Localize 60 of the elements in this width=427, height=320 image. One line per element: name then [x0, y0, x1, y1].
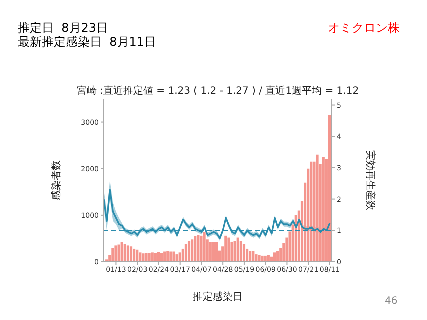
bar — [236, 238, 240, 262]
bar — [157, 252, 160, 262]
bar — [133, 248, 136, 262]
bar — [139, 252, 142, 262]
bar — [273, 252, 276, 262]
bar — [228, 238, 230, 262]
bar — [178, 252, 182, 262]
text: オミクロン株 — [328, 20, 400, 37]
bar — [145, 253, 148, 262]
bar — [249, 251, 252, 262]
bar — [191, 240, 194, 262]
bar — [126, 246, 130, 262]
bar — [328, 115, 332, 262]
bar — [182, 248, 184, 262]
line-series — [104, 189, 331, 240]
bar — [112, 248, 114, 262]
bar — [224, 236, 228, 262]
bar — [176, 254, 178, 262]
bar — [203, 232, 206, 262]
bar — [148, 253, 151, 262]
bar — [322, 157, 325, 262]
text: 推定日 8月23日 — [18, 20, 109, 36]
bar — [212, 242, 215, 262]
bar — [240, 242, 242, 262]
bar — [188, 241, 191, 262]
bar — [114, 246, 118, 262]
text: 最新推定感染日 8月11日 — [18, 34, 157, 51]
bar — [120, 242, 124, 262]
bar — [136, 250, 139, 262]
bar — [230, 242, 234, 262]
text: 46 — [385, 296, 398, 307]
y2-axis-title: 実効再生産数 — [364, 150, 376, 210]
bar — [194, 236, 197, 262]
bar — [255, 254, 258, 262]
bar — [166, 251, 170, 262]
bar — [258, 255, 261, 262]
bar — [160, 253, 164, 262]
bar — [130, 246, 133, 262]
bar — [170, 252, 172, 262]
bar — [172, 252, 176, 262]
bar — [246, 248, 249, 262]
x-axis-title: 推定感染日 — [193, 291, 243, 303]
bar — [215, 242, 218, 262]
y-axis-title: 感染者数 — [50, 160, 63, 200]
bar — [252, 251, 255, 262]
bar — [154, 253, 157, 262]
bar — [151, 252, 154, 262]
chart-title: 宮崎 :直近推定値 = 1.23 ( 1.2 - 1.27 ) / 直近1週平均 = 1.12 — [76, 84, 360, 98]
bar — [118, 244, 120, 262]
bar — [200, 236, 203, 262]
bar — [197, 234, 200, 262]
bar — [316, 154, 319, 262]
bar — [242, 244, 246, 262]
bar — [276, 251, 280, 262]
bar — [234, 241, 236, 262]
bar — [124, 244, 126, 262]
bar — [142, 254, 145, 262]
bar — [209, 242, 212, 262]
bar — [310, 162, 313, 262]
bar — [184, 244, 188, 262]
